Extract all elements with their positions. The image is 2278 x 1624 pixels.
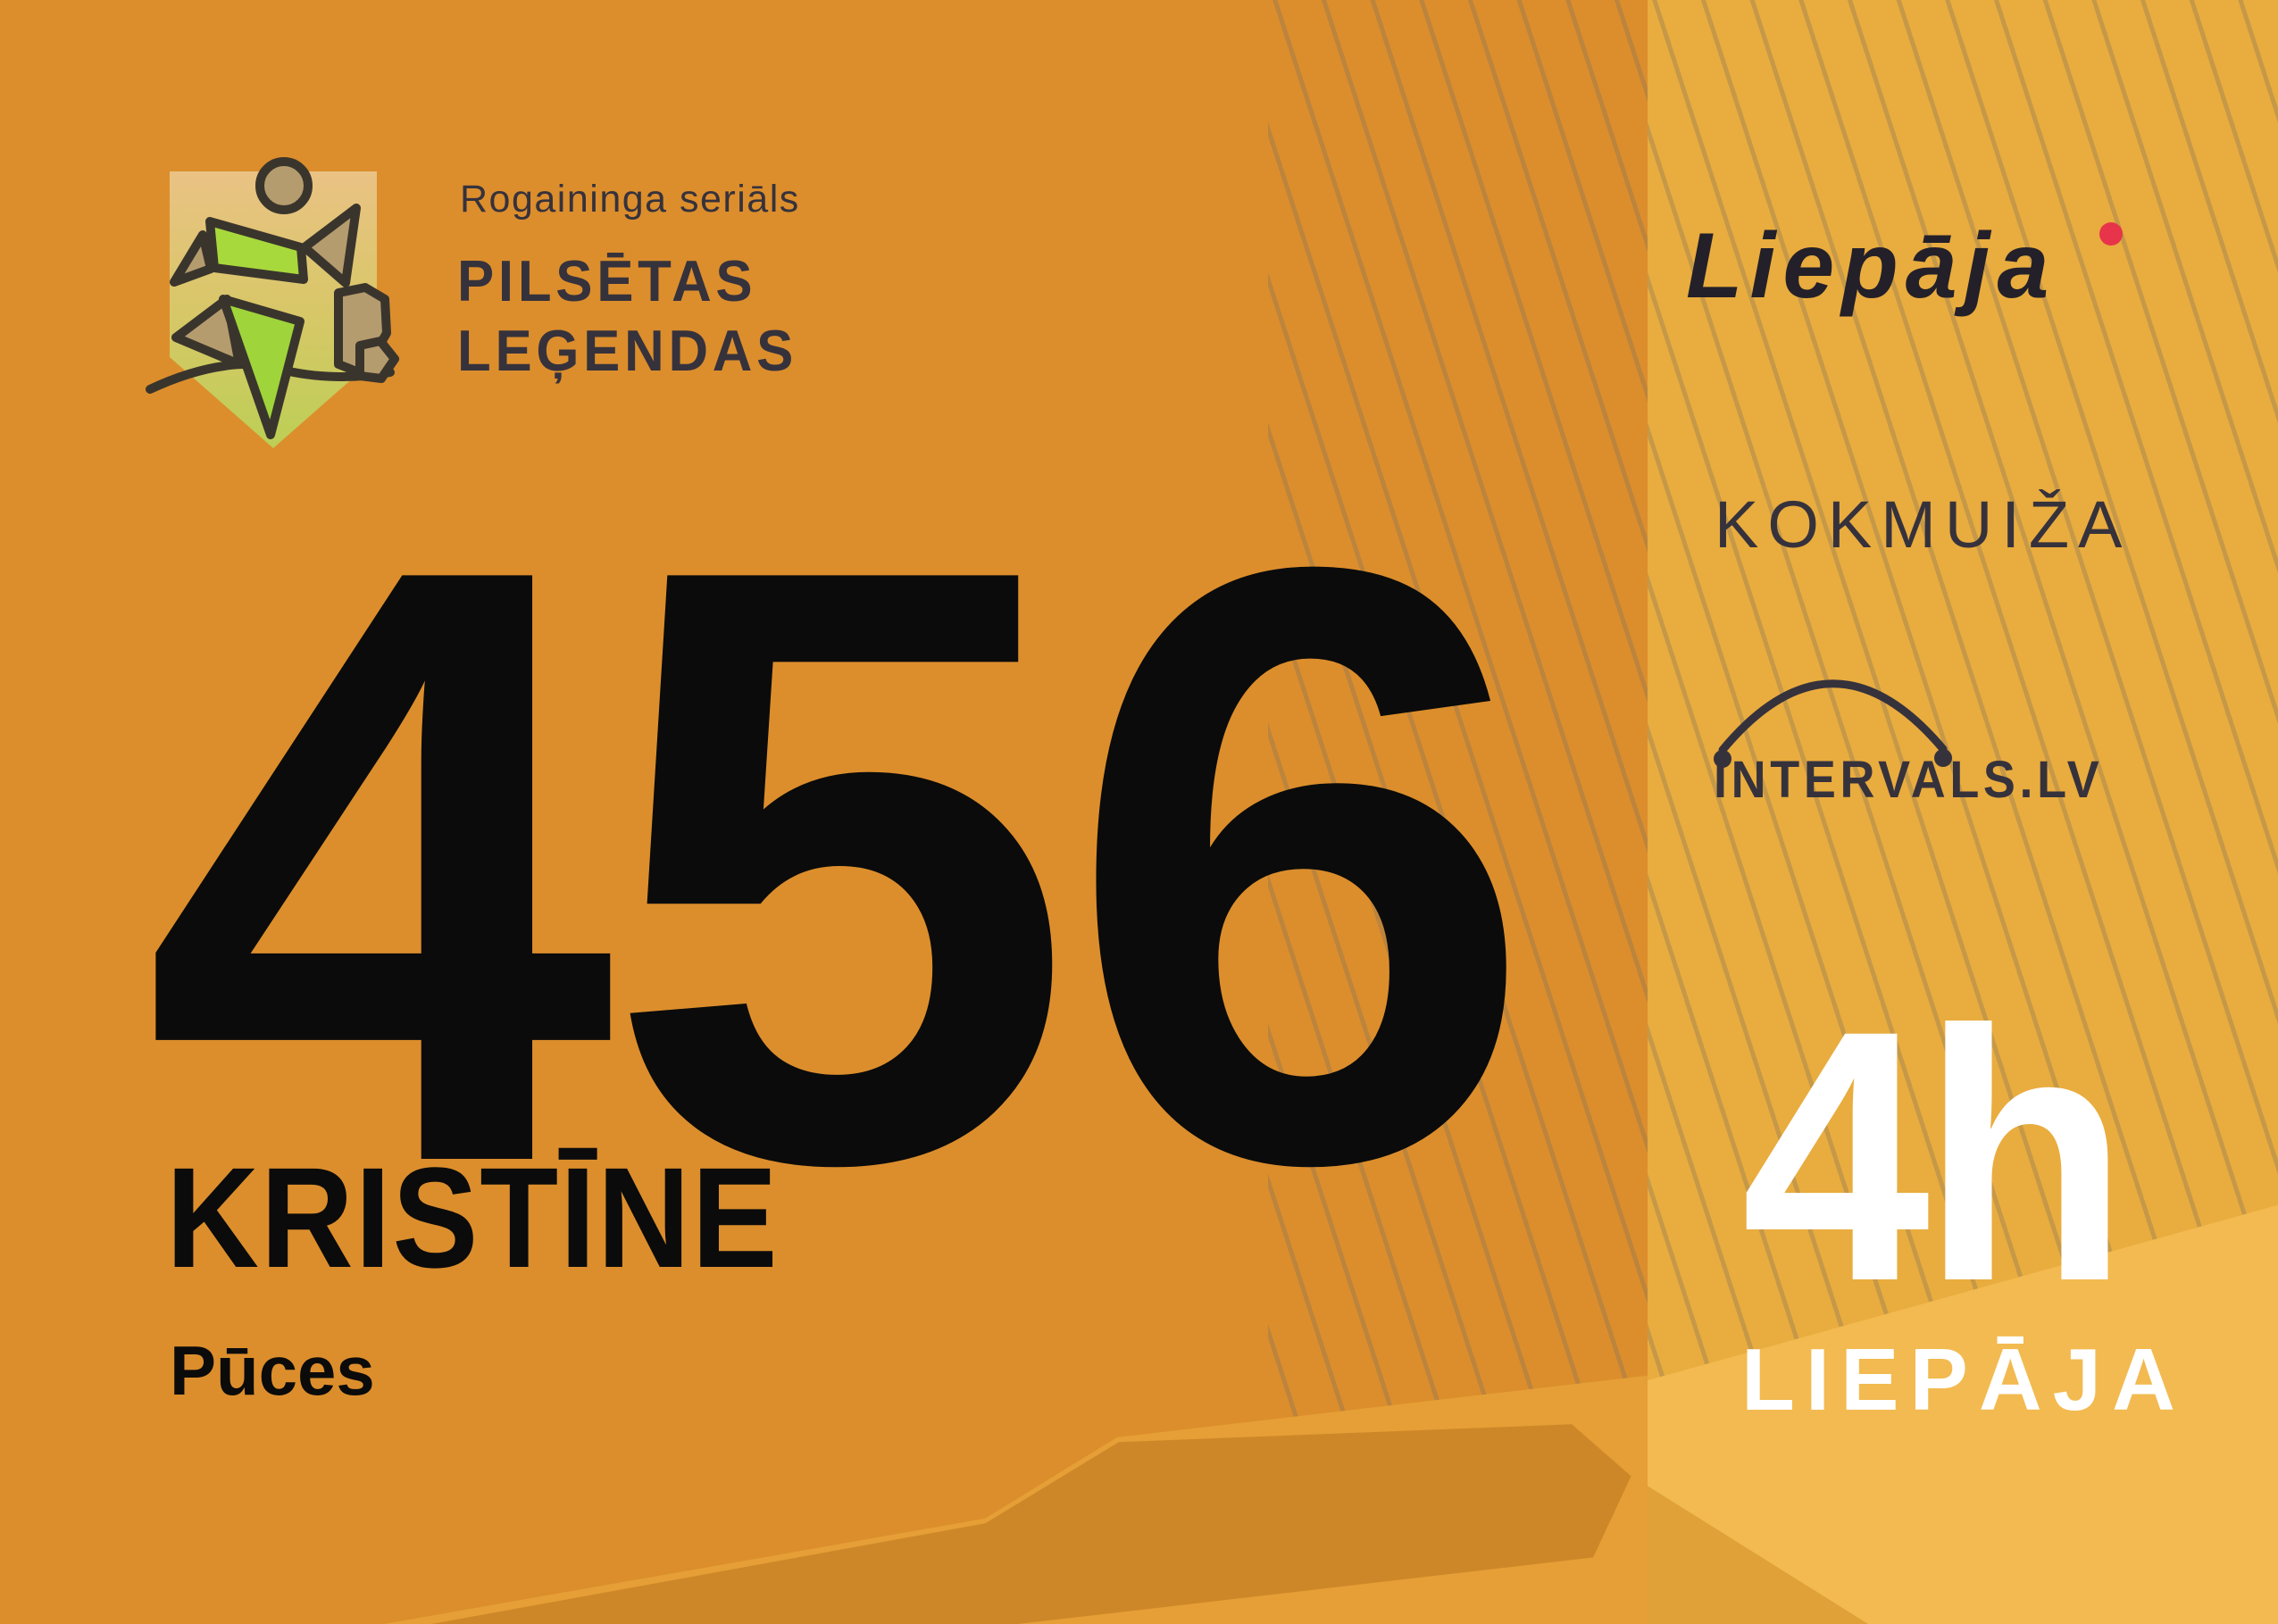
series-title: PILSĒTAS LEĢENDAS [457,246,797,386]
team-name: Pūces [170,1331,375,1410]
series-title-line1: PILSĒTAS [457,248,757,313]
race-duration: 4h [1741,956,2129,1355]
diagonal-stripe-texture [1268,0,1648,1624]
series-label: Rogaininga seriāls [460,178,800,221]
liepaja-red-dot-icon [2099,222,2123,246]
timing-partner-logo: INTERVALS.LV [1714,751,2104,809]
venue-label: KOKMUIŽA [1715,487,2132,562]
participant-name: KRISTĪNE [166,1137,780,1297]
orienteer-shield-logo [146,157,399,448]
liepaja-city-logo: Liepāja [1686,214,2057,318]
sidebar-stripe-texture [1648,0,2278,1381]
route-arc-icon [1714,679,1952,768]
series-title-line2: LEĢENDAS [457,318,798,383]
sponsor-sidebar [1648,0,2278,1624]
bib-number: 456 [143,392,1537,1339]
event-city: LIEPĀJA [1741,1330,2186,1428]
orienteer-figure [146,157,399,439]
